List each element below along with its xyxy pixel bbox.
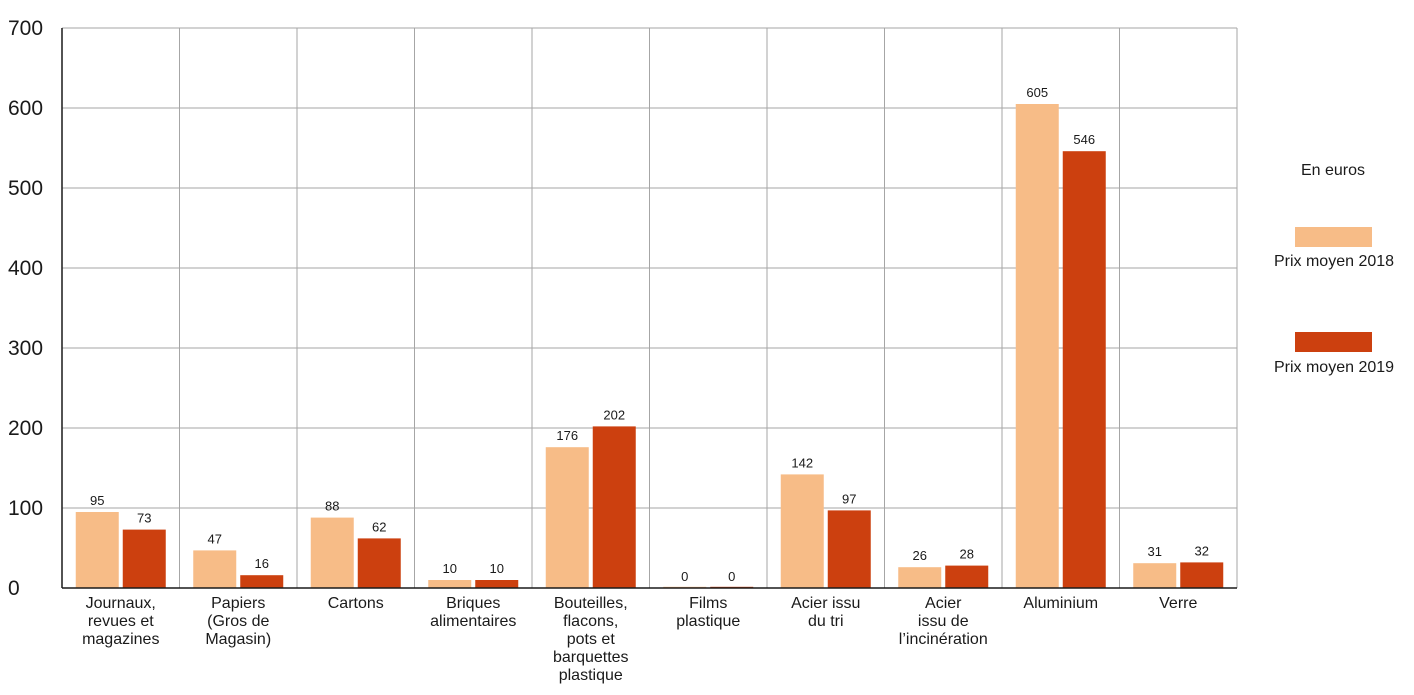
- y-tick-label: 100: [8, 497, 43, 520]
- value-label: 0: [681, 569, 688, 584]
- y-tick-label: 400: [8, 257, 43, 280]
- value-label: 202: [603, 407, 625, 422]
- value-label: 605: [1026, 85, 1048, 100]
- x-tick-label: plastique: [676, 613, 740, 630]
- x-tick-label: du tri: [808, 613, 844, 630]
- bars: 95 73 47 16 88 62 10 10 176 202 0 0 142 97 26 28 605 546 3…: [75, 85, 1224, 588]
- x-tick-label: Bouteilles,: [554, 595, 628, 612]
- x-tick-label: Films: [689, 595, 727, 612]
- x-tick-label: plastique: [559, 667, 623, 684]
- grid-lines: [62, 27, 1238, 588]
- x-tick-label: Acier issu: [791, 595, 860, 612]
- y-axis: 0 100 200 300 400 500 600 700: [8, 17, 63, 600]
- x-tick-label: alimentaires: [430, 613, 516, 630]
- legend: En euros Prix moyen 2018 Prix moyen 2019: [1274, 162, 1394, 376]
- y-tick-label: 200: [8, 417, 43, 440]
- y-tick-label: 0: [8, 577, 20, 600]
- y-tick-label: 700: [8, 17, 43, 40]
- bar-2018: [1133, 563, 1177, 588]
- x-tick-label: Cartons: [328, 595, 384, 612]
- bar-2018: [1015, 104, 1059, 588]
- bar-2019: [475, 580, 519, 588]
- x-tick-label: pots et: [567, 631, 616, 648]
- x-tick-label: revues et: [88, 613, 154, 630]
- x-tick-label: barquettes: [553, 649, 629, 666]
- bar-2019: [122, 529, 166, 588]
- bar-2018: [75, 512, 119, 588]
- x-tick-label: Acier: [925, 595, 962, 612]
- x-tick-label: flacons,: [563, 613, 618, 630]
- x-tick-label: Verre: [1159, 595, 1197, 612]
- legend-label-2019: Prix moyen 2019: [1274, 359, 1394, 376]
- legend-swatch-2018: [1295, 227, 1372, 247]
- bar-2018: [428, 580, 472, 588]
- bar-2019: [827, 510, 871, 588]
- bar-2019: [240, 575, 284, 588]
- value-label: 88: [325, 499, 339, 514]
- x-tick-label: issu de: [918, 613, 969, 630]
- x-tick-label: l’incinération: [899, 631, 988, 648]
- value-label: 97: [842, 491, 856, 506]
- x-tick-label: Journaux,: [86, 595, 156, 612]
- value-label: 73: [137, 511, 151, 526]
- bar-2018: [193, 550, 237, 588]
- unit-label: En euros: [1301, 162, 1365, 179]
- y-tick-label: 500: [8, 177, 43, 200]
- legend-label-2018: Prix moyen 2018: [1274, 253, 1394, 270]
- bar-2019: [357, 538, 401, 588]
- y-tick-label: 600: [8, 97, 43, 120]
- value-label: 62: [372, 519, 386, 534]
- y-tick-label: 300: [8, 337, 43, 360]
- bar-2018: [780, 474, 824, 588]
- bar-2018: [898, 567, 942, 588]
- bar-2018: [310, 517, 354, 588]
- x-tick-label: Magasin): [205, 631, 271, 648]
- value-label: 10: [490, 561, 504, 576]
- bar-2018: [545, 447, 589, 588]
- value-label: 0: [728, 569, 735, 584]
- bar-2019: [592, 426, 636, 588]
- value-label: 176: [556, 428, 578, 443]
- x-tick-label: magazines: [82, 631, 159, 648]
- value-label: 31: [1148, 544, 1162, 559]
- x-tick-label: Briques: [446, 595, 500, 612]
- value-label: 16: [255, 556, 269, 571]
- value-label: 26: [913, 548, 927, 563]
- x-tick-label: Aluminium: [1023, 595, 1098, 612]
- value-label: 47: [208, 531, 222, 546]
- value-label: 142: [791, 455, 813, 470]
- value-label: 28: [960, 547, 974, 562]
- value-label: 10: [443, 561, 457, 576]
- bar-2019: [1180, 562, 1224, 588]
- x-tick-label: (Gros de: [207, 613, 269, 630]
- value-label: 32: [1195, 543, 1209, 558]
- x-tick-label: Papiers: [211, 595, 265, 612]
- legend-swatch-2019: [1295, 332, 1372, 352]
- value-label: 95: [90, 493, 104, 508]
- bar-2019: [945, 565, 989, 588]
- bar-2019: [1062, 151, 1106, 588]
- value-label: 546: [1073, 132, 1095, 147]
